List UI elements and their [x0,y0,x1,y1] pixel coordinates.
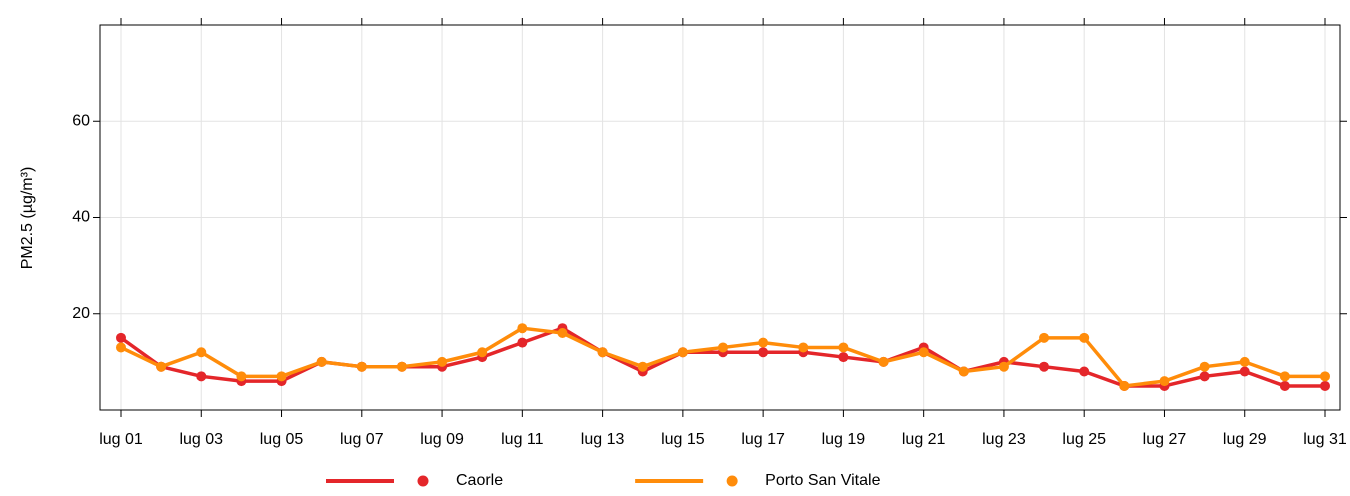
data-point [958,366,969,377]
data-point [1159,376,1170,387]
data-point [116,332,126,343]
data-point [1119,380,1130,391]
x-tick-label: lug 05 [260,431,304,448]
data-point [758,347,769,358]
x-tick-label: lug 01 [99,431,143,448]
data-point [557,328,568,338]
data-point [1279,371,1290,382]
data-point [798,342,809,353]
x-tick-label: lug 03 [179,431,223,448]
y-tick-label: 60 [72,112,90,129]
x-tick-label: lug 07 [340,431,384,448]
data-point [156,361,167,372]
data-point [316,356,327,367]
x-tick-label: lug 29 [1223,431,1267,448]
data-point [998,361,1009,372]
data-point [1199,361,1210,372]
data-point [1079,332,1090,343]
x-tick-label: lug 17 [741,431,785,448]
x-tick-label: lug 19 [822,431,866,448]
data-point [838,352,849,363]
data-point [1320,371,1330,382]
legend-label: Caorle [456,472,503,489]
x-tick-label: lug 23 [982,431,1026,448]
data-point [838,342,849,353]
data-point [517,323,528,334]
data-point [1239,356,1250,367]
data-point [1239,366,1250,377]
data-point [1039,332,1050,343]
data-point [637,361,648,372]
data-point [1079,366,1090,377]
data-point [918,347,929,358]
x-tick-label: lug 15 [661,431,705,448]
x-tick-label: lug 13 [581,431,625,448]
data-point [396,361,407,372]
x-tick-label: lug 27 [1143,431,1187,448]
data-point [1320,380,1330,391]
data-point [677,347,688,358]
data-point [196,347,207,358]
data-point [597,347,608,358]
data-point [116,342,126,353]
legend-label: Porto San Vitale [765,472,880,489]
data-point [276,371,287,382]
data-point [718,342,728,353]
x-tick-label: lug 25 [1062,431,1106,448]
data-point [1199,371,1210,382]
y-axis-label: PM2.5 (µg/m³) [19,167,36,270]
x-tick-label: lug 11 [501,431,544,448]
legend-marker [417,475,429,487]
data-point [517,337,528,348]
data-point [236,371,247,382]
x-tick-label: lug 21 [902,431,946,448]
y-tick-label: 40 [72,209,90,226]
legend-marker [726,475,738,487]
data-point [1279,380,1290,391]
data-point [1039,361,1050,372]
data-point [437,356,448,367]
data-point [758,337,769,348]
data-point [477,347,488,358]
data-point [356,361,367,372]
data-point [878,356,889,367]
y-tick-label: 20 [72,305,90,322]
data-point [196,371,207,382]
x-tick-label: lug 09 [420,431,464,448]
x-tick-label: lug 31 [1303,431,1347,448]
